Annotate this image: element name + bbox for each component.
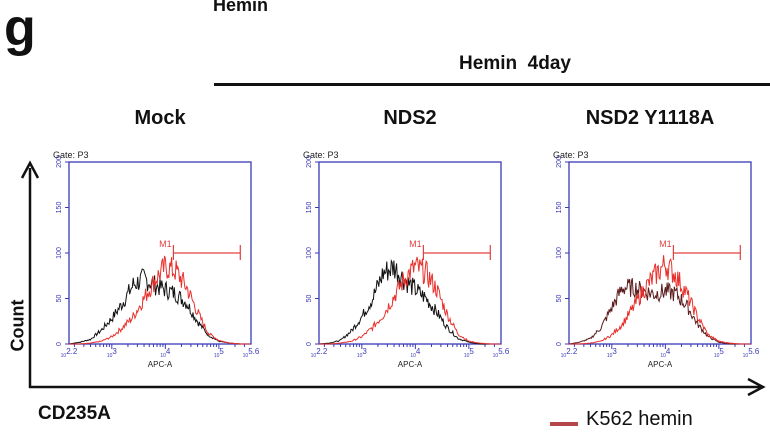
marker-m1-label: M1 (409, 239, 422, 249)
y-tick-label: 200 (306, 156, 313, 168)
y-tick-label: 200 (556, 156, 563, 168)
group-bracket-line (214, 83, 770, 86)
x-tick-label: 103 (607, 347, 618, 359)
x-tick-label: 102.2 (311, 347, 328, 359)
x-axis-title: APC-A (648, 360, 673, 369)
y-tick-label: 200 (56, 156, 63, 168)
x-tick-label: 102.2 (61, 347, 78, 359)
title-nds2: NDS2 (383, 107, 437, 129)
y-tick-label: 50 (56, 295, 63, 303)
x-tick-label: 104 (410, 347, 421, 359)
y-tick-label: 150 (56, 202, 63, 214)
histogram-series-1 (69, 255, 251, 345)
y-tick-label: 100 (556, 247, 563, 259)
y-tick-label: 0 (556, 342, 563, 346)
histogram-series-0 (568, 278, 751, 345)
top-cropped-label: Hemin (213, 0, 269, 15)
histogram-0: Gate: P3 0 50 100 150 200 102.2 103 104 105 105.6 A… (53, 150, 260, 369)
x-axis-label: CD235A (38, 403, 111, 424)
histogram-series-0 (68, 268, 251, 345)
y-tick-label: 50 (556, 295, 563, 303)
x-tick-label: 105 (464, 347, 475, 359)
histogram-series-1 (569, 255, 751, 345)
x-tick-label: 105 (714, 347, 725, 359)
x-tick-label: 104 (660, 347, 671, 359)
panel-letter: g (4, 0, 36, 57)
x-tick-label: 105.6 (493, 347, 510, 359)
gate-label: Gate: P3 (553, 150, 589, 160)
y-tick-label: 150 (556, 202, 563, 214)
x-tick-label: 104 (160, 347, 171, 359)
x-tick-label: 105.6 (243, 347, 260, 359)
gate-label: Gate: P3 (53, 150, 89, 160)
x-tick-label: 102.2 (561, 347, 578, 359)
marker-m1-label: M1 (659, 239, 672, 249)
histogram-series-1 (319, 256, 501, 345)
x-axis-arrowhead (747, 377, 766, 397)
histogram-1: Gate: P3 0 50 100 150 200 102.2 103 104 105 105.6 A… (303, 150, 510, 369)
marker-m1-label: M1 (159, 239, 172, 249)
y-tick-label: 50 (306, 295, 313, 303)
x-axis-title: APC-A (398, 360, 423, 369)
y-tick-label: 0 (56, 342, 63, 346)
title-nsd2-y1118a: NSD2 Y1118A (585, 107, 715, 129)
y-axis-arrowhead (20, 160, 40, 179)
gate-label: Gate: P3 (303, 150, 339, 160)
y-tick-label: 100 (306, 247, 313, 259)
y-tick-label: 0 (306, 342, 313, 346)
y-tick-label: 100 (56, 247, 63, 259)
y-axis-label: Count (7, 299, 28, 352)
title-mock: Mock (134, 107, 186, 129)
x-tick-label: 103 (357, 347, 368, 359)
legend-label: K562 hemin (586, 408, 693, 430)
x-axis-title: APC-A (148, 360, 173, 369)
x-tick-label: 103 (107, 347, 118, 359)
legend-swatch (550, 422, 578, 426)
x-tick-label: 105 (214, 347, 225, 359)
x-tick-label: 105.6 (743, 347, 760, 359)
histogram-2: Gate: P3 0 50 100 150 200 102.2 103 104 105 105.6 A… (553, 150, 760, 369)
histogram-series-0 (318, 258, 501, 345)
group-label: Hemin 4day (459, 53, 571, 74)
y-tick-label: 150 (306, 202, 313, 214)
